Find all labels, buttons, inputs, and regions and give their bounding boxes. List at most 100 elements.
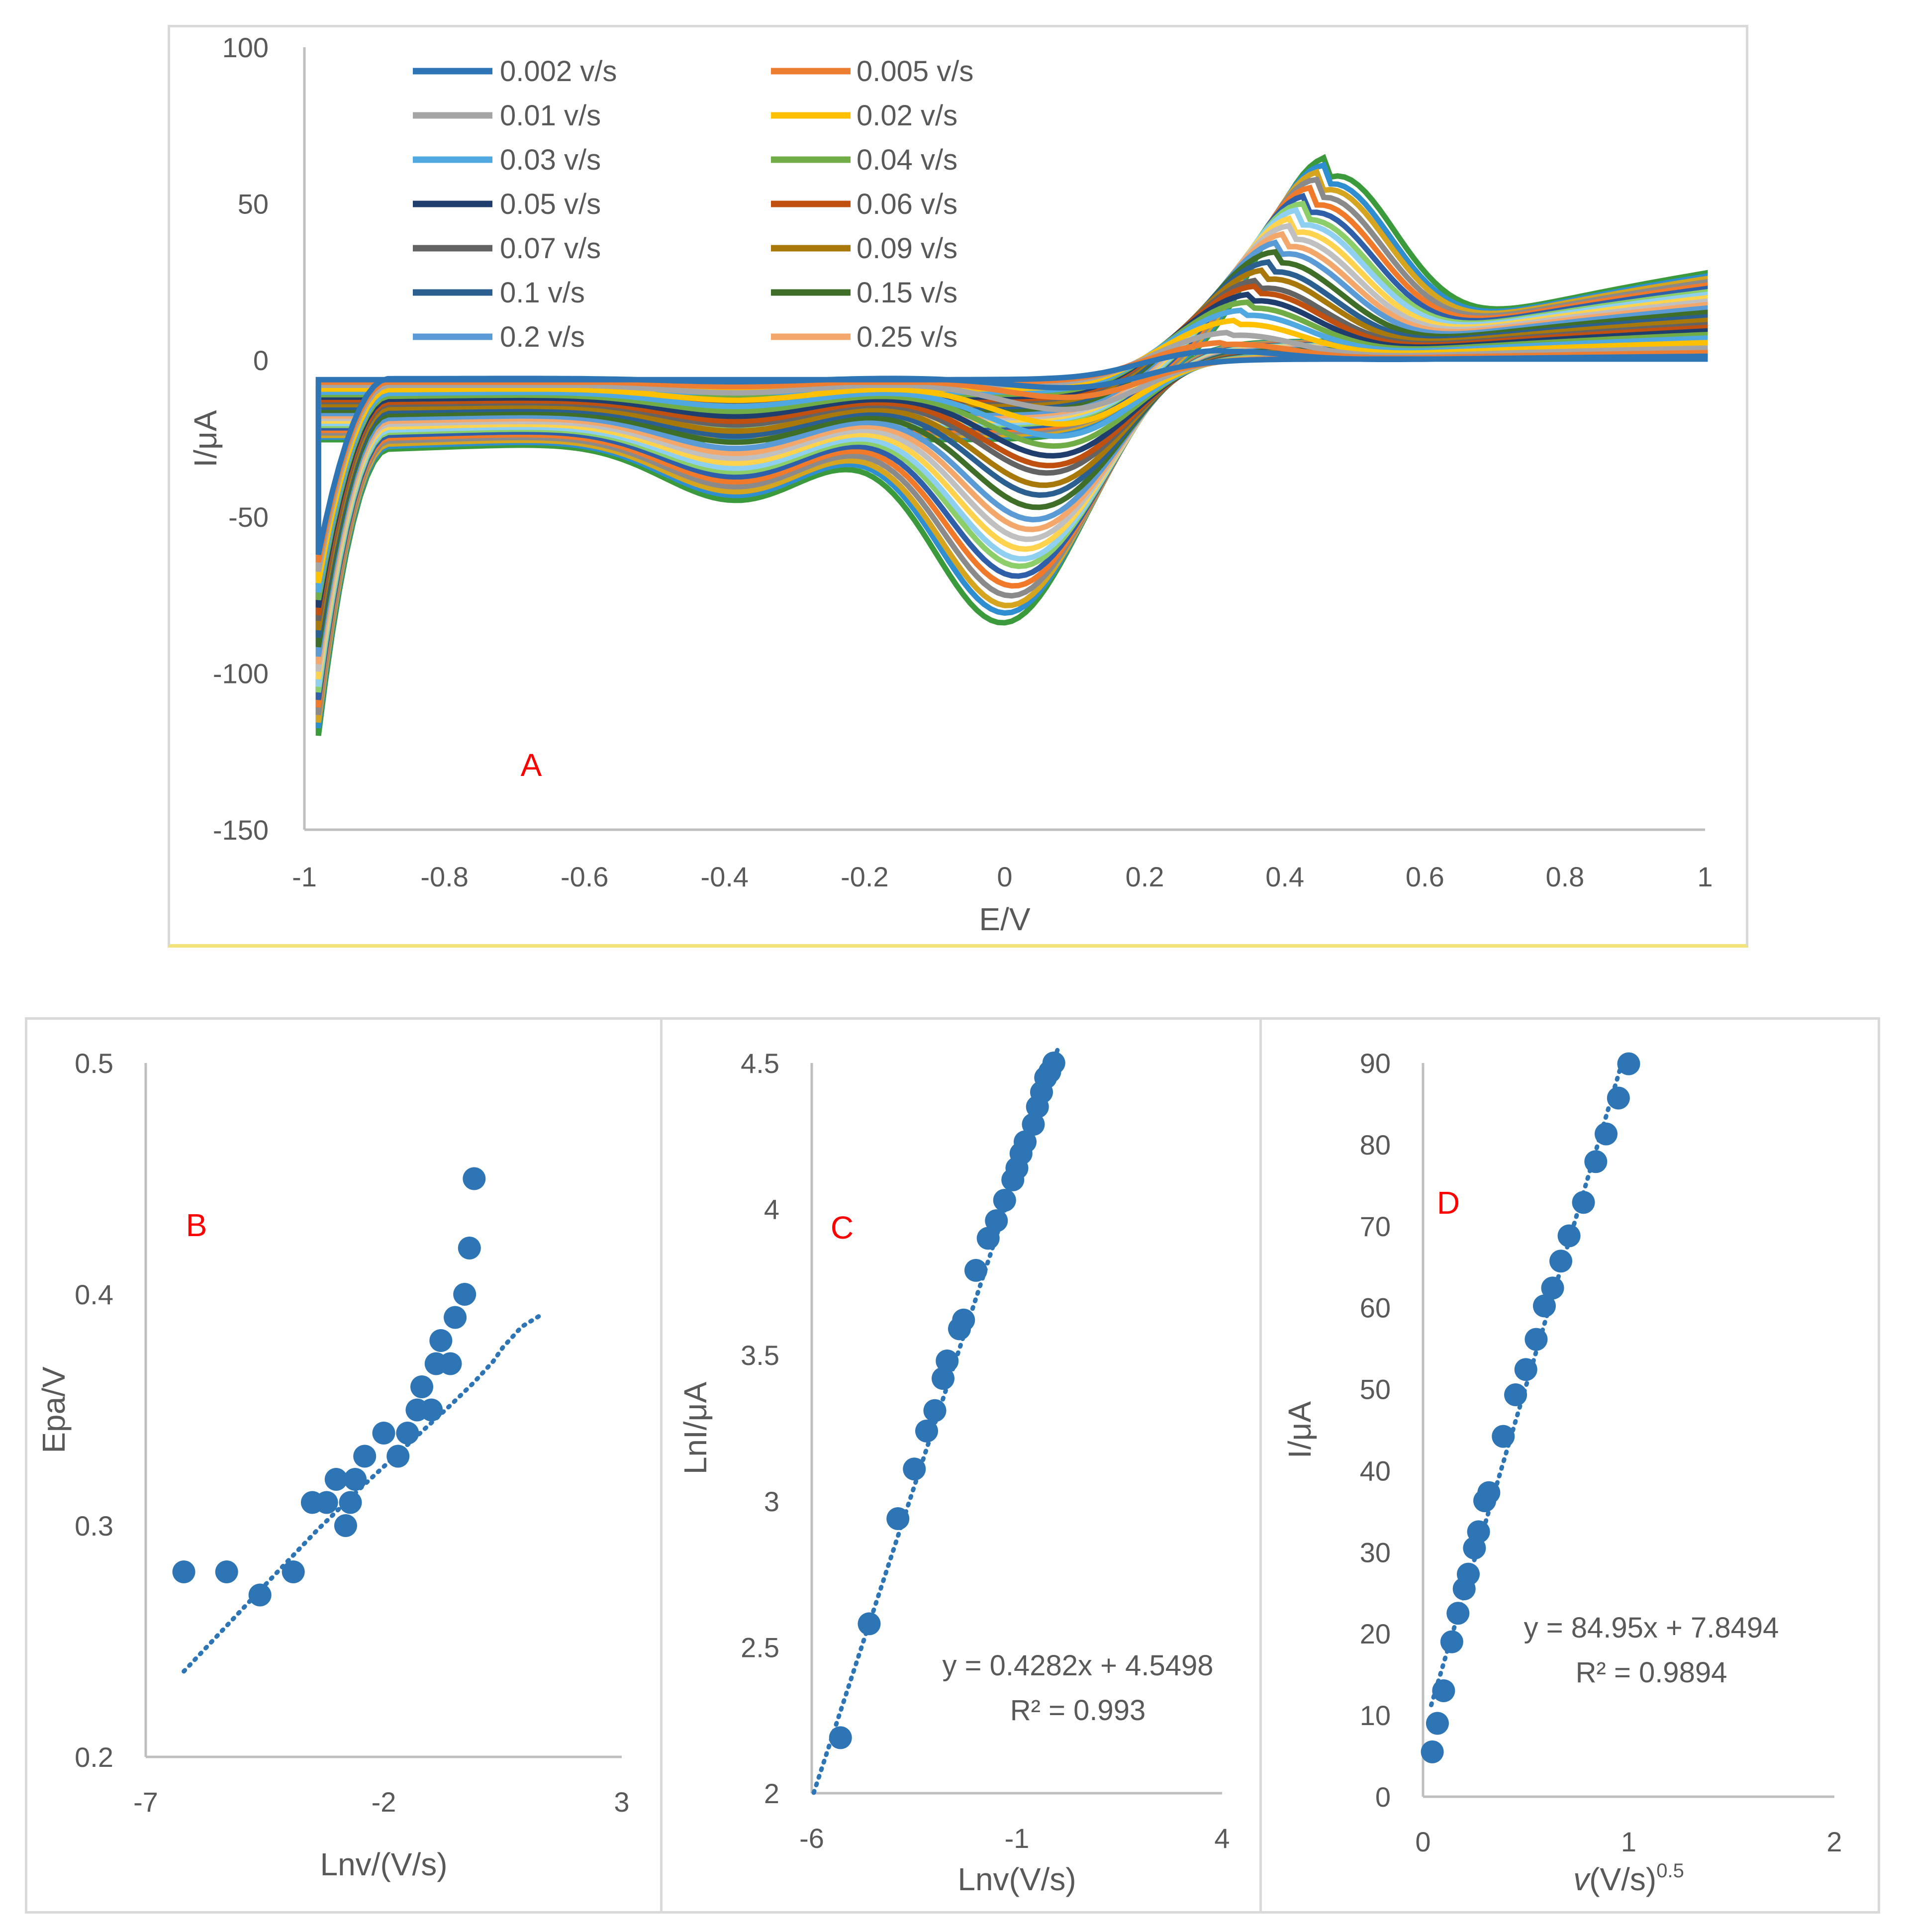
data-point [372,1422,395,1445]
y-tick-label: 3 [764,1486,779,1517]
y-tick-label: 0.3 [75,1510,113,1542]
legend-label: 0.04 v/s [857,144,957,176]
x-tick-label: 2 [1826,1826,1842,1857]
y-tick-label: 0.4 [75,1279,113,1310]
x-tick-label: -1 [1005,1823,1030,1854]
data-point [334,1514,357,1537]
y-tick-label: 2 [764,1778,779,1809]
x-axis-title-part: v [1573,1861,1591,1897]
data-point [339,1491,362,1514]
data-point [453,1283,476,1306]
x-tick-label-a: -0.4 [701,861,749,892]
legend-label: 0.03 v/s [500,144,601,176]
data-point [1524,1328,1548,1351]
x-axis-title-a: E/V [979,901,1030,937]
y-tick-label: 0.2 [75,1741,113,1773]
x-tick-label-a: 0 [997,861,1012,892]
legend-label: 0.05 v/s [500,188,601,220]
data-point [1467,1520,1490,1544]
chart-panel-a [168,25,1748,948]
data-point [829,1726,852,1749]
chart-c: -6 -1 4 4.5 4 3.5 3 2.5 2 Lnv(V/s) LnI/μA Cy = 0.42… [677,1046,1230,1897]
chart-d: 0 1 2 90 80 70 60 50 40 30 20 10 0 v(V/s)0.5 I/μA Dy = … [1282,1048,1842,1897]
y-tick-label: 80 [1360,1129,1391,1160]
data-point [353,1445,377,1468]
legend-label: 0.15 v/s [857,277,957,309]
data-point [248,1583,272,1607]
x-tick-label-a: 0.6 [1406,861,1444,892]
r-squared-label: R² = 0.9894 [1576,1656,1727,1689]
data-point [857,1612,881,1636]
data-point [396,1422,419,1445]
data-point [1532,1294,1556,1318]
x-tick-label-a: -0.2 [841,861,889,892]
panel-label: C [831,1210,854,1246]
cv-series-line [315,348,1708,556]
y-tick-label: 10 [1360,1700,1391,1731]
x-tick-label-a: 0.4 [1265,861,1304,892]
x-tick-label-a: -1 [292,861,317,892]
x-tick-label: 0 [1415,1826,1430,1857]
legend-label: 0.2 v/s [500,321,585,353]
data-point [458,1237,481,1259]
y-tick-label: 40 [1360,1455,1391,1486]
y-tick-label: 70 [1360,1211,1391,1242]
y-tick-label-a: 50 [238,189,269,220]
legend-label: 0.09 v/s [857,232,957,265]
x-tick-label-a: 1 [1697,861,1713,892]
trendline-equation: y = 84.95x + 7.8494 [1524,1612,1779,1644]
y-tick-label-a: 0 [253,345,269,376]
data-point [993,1188,1016,1212]
x-axis-title: v(V/s)0.5 [1573,1860,1684,1897]
y-tick-label-a: -150 [213,814,269,846]
data-point [886,1507,910,1531]
data-point [915,1419,938,1443]
data-point [936,1349,959,1372]
y-tick-label: 4.5 [741,1048,779,1079]
data-point [1042,1052,1065,1074]
legend-label: 0.25 v/s [857,321,957,353]
trendline-equation: y = 0.4282x + 4.5498 [943,1649,1214,1682]
legend-label: 0.06 v/s [857,188,957,220]
data-point [463,1167,486,1190]
y-tick-label: 0 [1375,1781,1391,1813]
data-point [1022,1113,1045,1136]
y-axis-title: Epa/V [36,1366,72,1453]
data-point [1504,1383,1527,1407]
data-point [1456,1562,1480,1586]
data-point [932,1367,954,1390]
y-tick-label-a: 100 [222,32,269,63]
y-axis-title-a: I/μA [188,410,223,467]
data-point [444,1306,467,1329]
x-tick-label: -2 [372,1786,396,1818]
y-axis-title: I/μA [1282,1401,1318,1458]
data-point [1541,1276,1564,1300]
data-point [1595,1122,1618,1146]
data-point [172,1560,195,1583]
data-point [215,1560,238,1583]
legend-label: 0.1 v/s [500,277,585,309]
x-axis-title: Lnv/(V/s) [320,1846,447,1882]
y-tick-label: 30 [1360,1537,1391,1568]
legend-label: 0.02 v/s [857,99,957,132]
y-tick-label: 4 [764,1194,779,1225]
data-point [964,1258,987,1282]
y-tick-label-a: -100 [213,658,269,689]
data-point [1432,1679,1455,1702]
data-point [952,1308,975,1332]
r-squared-label: R² = 0.993 [1010,1694,1145,1727]
data-point [344,1468,367,1491]
chart-b: -7 -2 3 0.5 0.4 0.3 0.2 Lnv/(V/s) Epa/V B [36,1048,630,1882]
data-point [1421,1740,1444,1763]
data-point [923,1399,947,1422]
data-point [439,1352,462,1375]
y-tick-label: 2.5 [741,1632,779,1663]
y-tick-label: 20 [1360,1618,1391,1649]
x-axis-title-part: 0.5 [1656,1860,1684,1882]
data-point [1426,1712,1449,1735]
legend-label: 0.07 v/s [500,232,601,265]
panel-label: D [1437,1185,1460,1221]
data-point [1572,1191,1595,1214]
legend-label: 0.01 v/s [500,99,601,132]
x-tick-label: -6 [799,1823,824,1854]
